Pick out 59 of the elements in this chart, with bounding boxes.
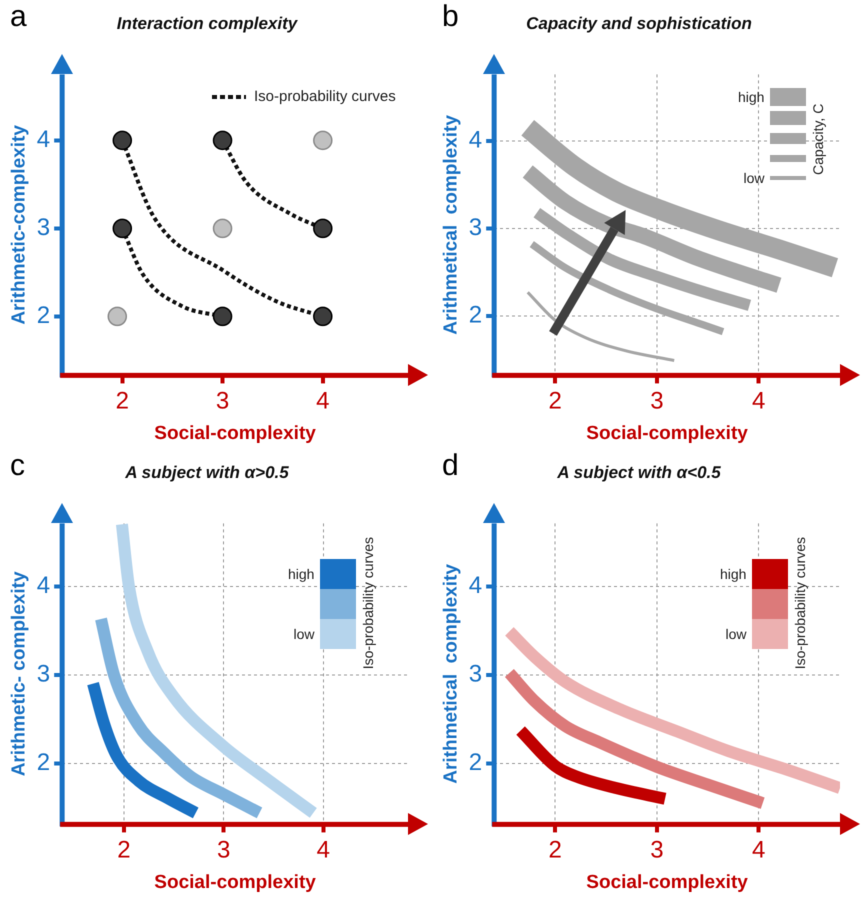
legend-label: low	[743, 170, 764, 186]
x-tick-label: 2	[548, 836, 562, 864]
x-tick-label: 2	[548, 387, 562, 414]
point	[212, 306, 232, 326]
text: a	[10, 0, 27, 34]
point	[313, 218, 333, 238]
y-tick-label: 4	[36, 126, 50, 154]
y-tick-label: 2	[36, 302, 50, 330]
y-tick-label: 2	[468, 748, 482, 776]
x-tick-label: 4	[752, 836, 766, 864]
x-axis-title: Social-complexity	[154, 872, 316, 893]
y-tick-label: 3	[36, 660, 50, 688]
legend-label: Iso-probability curves	[254, 88, 396, 106]
x-tick-label: 4	[316, 387, 330, 414]
x-tick-label: 4	[752, 387, 766, 414]
x-tick-label: 3	[650, 387, 664, 414]
legend-label: high	[288, 566, 314, 582]
point	[212, 218, 232, 238]
legend-label: high	[738, 89, 764, 106]
legend-title: Iso-probability curves	[360, 537, 378, 670]
chart-title: Interaction complexity	[116, 14, 299, 33]
text: d	[442, 449, 459, 483]
x-tick-label: 3	[216, 387, 230, 414]
point	[112, 130, 132, 150]
point	[313, 130, 333, 150]
x-tick-label: 3	[216, 836, 230, 864]
y-tick-label: 3	[468, 660, 482, 688]
x-axis-title: Social-complexity	[586, 872, 748, 893]
y-tick-label: 4	[36, 572, 50, 599]
point	[313, 306, 333, 326]
chart-title: A subject with α<0.5	[556, 462, 722, 482]
x-axis-title: Social-complexity	[586, 422, 748, 444]
x-tick-label: 3	[650, 836, 664, 864]
y-axis-title: Arithmetical complexity	[440, 564, 462, 784]
chart-title: Capacity and sophistication	[526, 14, 752, 33]
y-axis-title: Arithmetic-complexity	[8, 124, 30, 325]
legend-label: high	[720, 566, 746, 582]
point	[112, 218, 132, 238]
text: c	[10, 449, 25, 483]
legend-label: low	[293, 626, 314, 642]
y-tick-label: 3	[36, 214, 50, 242]
x-tick-label: 2	[116, 387, 129, 414]
legend-title: Capacity, C	[810, 102, 828, 178]
chart-title: A subject with α>0.5	[124, 462, 290, 482]
y-tick-label: 4	[468, 126, 482, 154]
text: b	[442, 0, 459, 34]
legend-label: low	[725, 626, 746, 642]
y-tick-label: 2	[36, 748, 50, 776]
x-tick-label: 2	[117, 836, 131, 864]
y-tick-label: 2	[468, 302, 482, 329]
x-tick-label: 4	[316, 836, 330, 864]
point	[108, 306, 128, 326]
point	[212, 130, 232, 150]
x-axis-title: Social-complexity	[154, 422, 316, 444]
legend-title: Iso-probability curves	[792, 537, 810, 670]
y-axis-title: Arithmetic- complexity	[8, 571, 30, 776]
y-tick-label: 4	[468, 572, 482, 599]
y-tick-label: 3	[468, 214, 482, 242]
y-axis-title: Arithmetical complexity	[440, 114, 462, 335]
